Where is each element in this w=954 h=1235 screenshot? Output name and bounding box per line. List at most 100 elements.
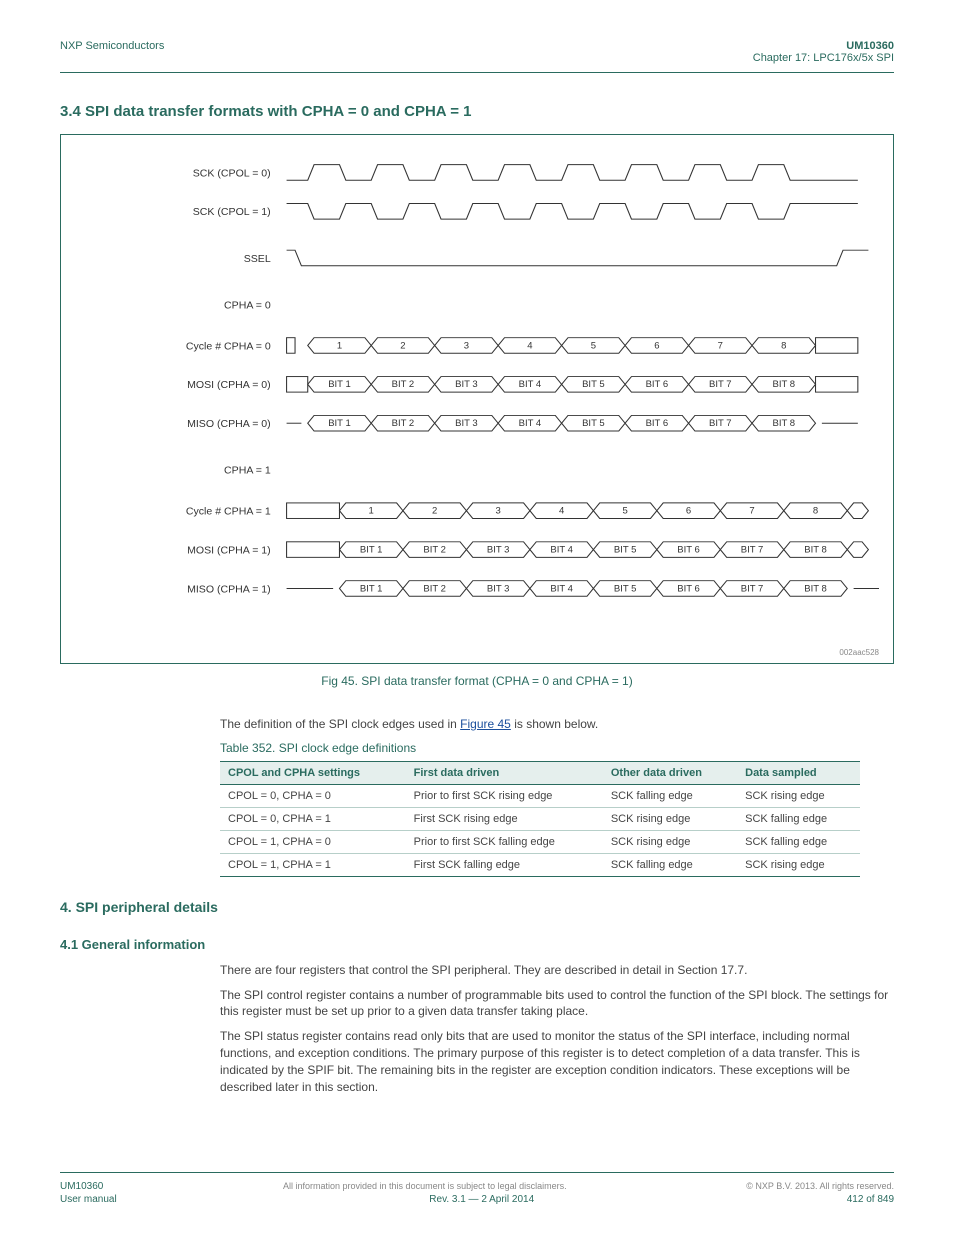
svg-text:MOSI (CPHA = 1): MOSI (CPHA = 1) xyxy=(187,546,271,557)
para-clock-edge-intro: The definition of the SPI clock edges us… xyxy=(220,716,894,733)
svg-text:BIT 8: BIT 8 xyxy=(804,584,827,594)
svg-text:5: 5 xyxy=(622,506,627,516)
svg-text:4: 4 xyxy=(527,341,532,351)
svg-text:BIT 7: BIT 7 xyxy=(709,380,732,390)
svg-text:BIT 6: BIT 6 xyxy=(677,584,700,594)
page-header: NXP Semiconductors UM10360 Chapter 17: L… xyxy=(60,40,894,64)
svg-text:8: 8 xyxy=(781,341,786,351)
svg-text:BIT 8: BIT 8 xyxy=(804,545,827,555)
svg-text:Cycle # CPHA = 0: Cycle # CPHA = 0 xyxy=(186,342,271,353)
footer-rev: Rev. 3.1 — 2 April 2014 xyxy=(429,1194,534,1205)
table-cell: SCK falling edge xyxy=(737,807,860,830)
svg-text:BIT 3: BIT 3 xyxy=(455,418,478,428)
table-cell: Prior to first SCK falling edge xyxy=(406,830,603,853)
table-cell: SCK rising edge xyxy=(603,807,737,830)
svg-text:3: 3 xyxy=(464,341,469,351)
svg-text:BIT 8: BIT 8 xyxy=(773,418,796,428)
svg-text:BIT 3: BIT 3 xyxy=(487,545,510,555)
svg-text:8: 8 xyxy=(813,506,818,516)
table-cell: SCK falling edge xyxy=(737,830,860,853)
table-row: CPOL = 1, CPHA = 1First SCK falling edge… xyxy=(220,853,860,876)
table-row: CPOL = 1, CPHA = 0Prior to first SCK fal… xyxy=(220,830,860,853)
header-right-top: UM10360 xyxy=(753,40,894,52)
table-cell: CPOL = 0, CPHA = 0 xyxy=(220,784,406,807)
svg-text:BIT 6: BIT 6 xyxy=(646,380,669,390)
svg-text:BIT 7: BIT 7 xyxy=(741,545,764,555)
svg-text:2: 2 xyxy=(400,341,405,351)
svg-text:BIT 1: BIT 1 xyxy=(328,418,351,428)
table-cell: First SCK rising edge xyxy=(406,807,603,830)
clock-edge-table: CPOL and CPHA settingsFirst data drivenO… xyxy=(220,761,860,877)
footer-manual: User manual xyxy=(60,1194,117,1205)
svg-text:5: 5 xyxy=(591,341,596,351)
table-cell: SCK rising edge xyxy=(603,830,737,853)
svg-text:BIT 2: BIT 2 xyxy=(423,545,446,555)
svg-text:SSEL: SSEL xyxy=(244,254,271,265)
page-footer: UM10360 All information provided in this… xyxy=(60,1172,894,1205)
svg-text:CPHA = 0: CPHA = 0 xyxy=(224,301,271,312)
svg-text:MISO (CPHA = 0): MISO (CPHA = 0) xyxy=(187,419,271,430)
svg-text:BIT 5: BIT 5 xyxy=(614,545,637,555)
diagram-id: 002aac528 xyxy=(839,648,879,657)
svg-text:6: 6 xyxy=(654,341,659,351)
svg-text:7: 7 xyxy=(718,341,723,351)
para-status-reg: The SPI status register contains read on… xyxy=(220,1028,894,1095)
svg-text:BIT 4: BIT 4 xyxy=(519,418,542,428)
svg-text:BIT 5: BIT 5 xyxy=(614,584,637,594)
svg-text:BIT 6: BIT 6 xyxy=(677,545,700,555)
table-row: CPOL = 0, CPHA = 1First SCK rising edgeS… xyxy=(220,807,860,830)
table-row: CPOL = 0, CPHA = 0Prior to first SCK ris… xyxy=(220,784,860,807)
svg-text:BIT 3: BIT 3 xyxy=(487,584,510,594)
table-cell: CPOL = 1, CPHA = 1 xyxy=(220,853,406,876)
svg-text:MISO (CPHA = 1): MISO (CPHA = 1) xyxy=(187,585,271,596)
header-right-bottom: Chapter 17: LPC176x/5x SPI xyxy=(753,52,894,64)
section4-title: 4. SPI peripheral details xyxy=(60,899,894,915)
section41-title: 4.1 General information xyxy=(60,937,894,952)
svg-text:4: 4 xyxy=(559,506,564,516)
table-caption: Table 352. SPI clock edge definitions xyxy=(220,741,894,755)
svg-text:1: 1 xyxy=(369,506,374,516)
svg-text:CPHA = 1: CPHA = 1 xyxy=(224,466,271,477)
svg-text:BIT 2: BIT 2 xyxy=(423,584,446,594)
table-header: First data driven xyxy=(406,761,603,784)
svg-text:BIT 1: BIT 1 xyxy=(360,545,383,555)
table-cell: SCK falling edge xyxy=(603,853,737,876)
table-cell: SCK falling edge xyxy=(603,784,737,807)
svg-text:BIT 1: BIT 1 xyxy=(360,584,383,594)
table-header: CPOL and CPHA settings xyxy=(220,761,406,784)
footer-copyright: © NXP B.V. 2013. All rights reserved. xyxy=(746,1181,894,1192)
table-cell: First SCK falling edge xyxy=(406,853,603,876)
section-title: 3.4 SPI data transfer formats with CPHA … xyxy=(60,103,894,120)
svg-text:MOSI (CPHA = 0): MOSI (CPHA = 0) xyxy=(187,381,271,392)
svg-text:BIT 5: BIT 5 xyxy=(582,380,605,390)
svg-text:BIT 4: BIT 4 xyxy=(519,380,542,390)
table-cell: Prior to first SCK rising edge xyxy=(406,784,603,807)
svg-text:1: 1 xyxy=(337,341,342,351)
table-cell: CPOL = 1, CPHA = 0 xyxy=(220,830,406,853)
svg-text:BIT 4: BIT 4 xyxy=(550,584,573,594)
header-rule xyxy=(60,72,894,73)
figure-link[interactable]: Figure 45 xyxy=(460,717,511,731)
footer-doc-id: UM10360 xyxy=(60,1181,103,1192)
table-cell: SCK rising edge xyxy=(737,784,860,807)
footer-disclaimer: All information provided in this documen… xyxy=(283,1181,567,1192)
table-header: Data sampled xyxy=(737,761,860,784)
para1-prefix: The definition of the SPI clock edges us… xyxy=(220,717,460,731)
svg-text:BIT 1: BIT 1 xyxy=(328,380,351,390)
svg-text:BIT 5: BIT 5 xyxy=(582,418,605,428)
svg-text:7: 7 xyxy=(749,506,754,516)
svg-text:BIT 7: BIT 7 xyxy=(709,418,732,428)
svg-text:3: 3 xyxy=(496,506,501,516)
para-registers: There are four registers that control th… xyxy=(220,962,894,979)
svg-text:BIT 3: BIT 3 xyxy=(455,380,478,390)
svg-text:2: 2 xyxy=(432,506,437,516)
para1-suffix: is shown below. xyxy=(511,717,598,731)
table-cell: SCK rising edge xyxy=(737,853,860,876)
svg-text:BIT 7: BIT 7 xyxy=(741,584,764,594)
svg-text:BIT 2: BIT 2 xyxy=(392,418,415,428)
svg-text:BIT 2: BIT 2 xyxy=(392,380,415,390)
svg-text:SCK (CPOL = 0): SCK (CPOL = 0) xyxy=(193,169,271,180)
svg-text:BIT 8: BIT 8 xyxy=(773,380,796,390)
table-header: Other data driven xyxy=(603,761,737,784)
svg-text:Cycle # CPHA = 1: Cycle # CPHA = 1 xyxy=(186,507,271,518)
